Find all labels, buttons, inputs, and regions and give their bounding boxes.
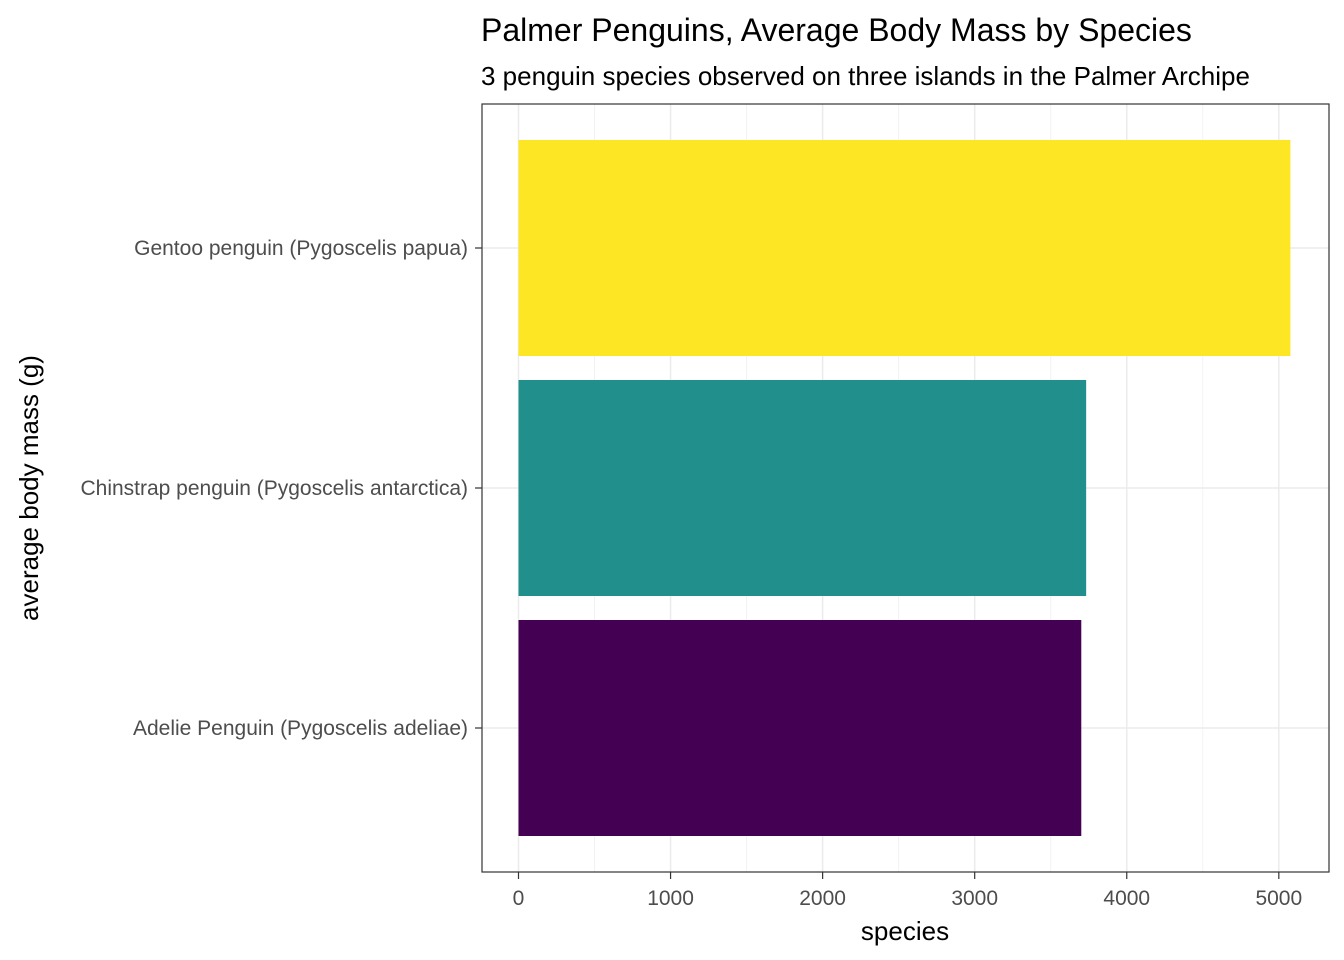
y-tick-label: Adelie Penguin (Pygoscelis adeliae) (133, 717, 468, 740)
y-tick-label: Chinstrap penguin (Pygoscelis antarctica… (80, 477, 468, 500)
y-axis-title: average body mass (g) (14, 355, 44, 621)
chart-title: Palmer Penguins, Average Body Mass by Sp… (481, 12, 1192, 48)
y-axis-ticks: Adelie Penguin (Pygoscelis adeliae) Chins… (80, 237, 482, 740)
bar-2 (518, 380, 1087, 596)
y-tick-label: Gentoo penguin (Pygoscelis papua) (134, 237, 468, 260)
x-tick-label: 3000 (951, 887, 998, 910)
x-tick-label: 5000 (1255, 887, 1302, 910)
bars (518, 140, 1291, 836)
x-tick-label: 0 (513, 887, 525, 910)
x-axis-title: species (861, 916, 949, 946)
bar-1 (518, 620, 1082, 836)
x-tick-label: 1000 (647, 887, 694, 910)
x-tick-label: 4000 (1103, 887, 1150, 910)
x-tick-label: 2000 (799, 887, 846, 910)
x-axis-ticks: 0 1000 2000 3000 4000 5000 (513, 872, 1302, 910)
chart-subtitle: 3 penguin species observed on three isla… (481, 61, 1250, 91)
bar-3 (518, 140, 1291, 356)
